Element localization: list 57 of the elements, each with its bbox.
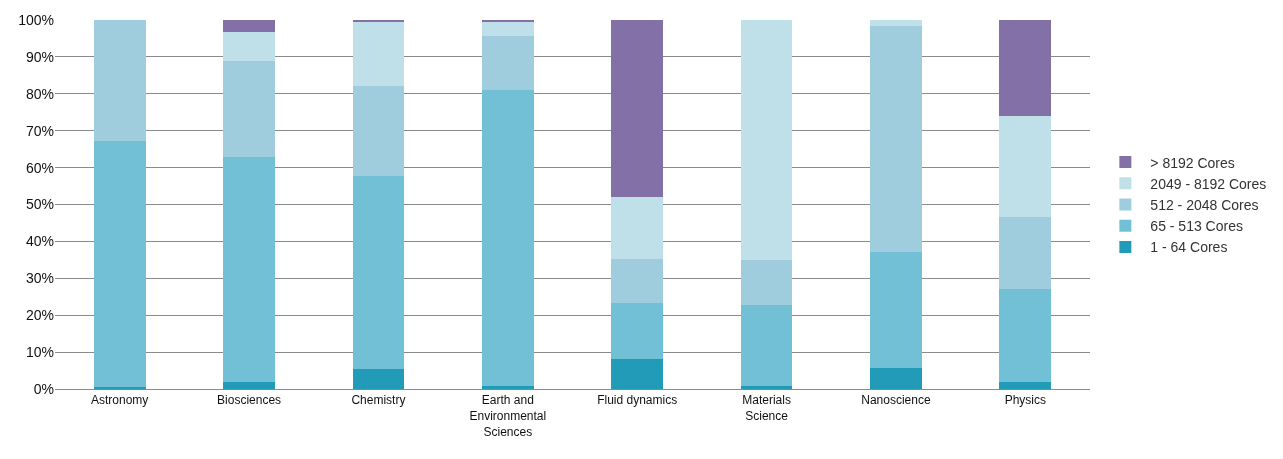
y-tick-label: 90% [25, 48, 54, 65]
bar [611, 20, 664, 198]
legend-label: 1 - 64 Cores [1150, 239, 1228, 256]
legend-label: > 8192 Cores [1150, 154, 1235, 171]
bar [352, 176, 405, 370]
x-tick-label: Fluid dynamics [597, 393, 678, 408]
y-tick-label: 70% [25, 122, 54, 139]
y-tick-label: 0% [33, 380, 54, 397]
bar [481, 89, 534, 387]
bar [999, 289, 1052, 383]
bar [223, 381, 275, 389]
bar [999, 382, 1052, 389]
bar [481, 21, 534, 36]
bar [223, 20, 275, 32]
y-tick-label: 10% [25, 344, 54, 360]
y-tick-label: 20% [25, 307, 54, 324]
x-tick-label: Nanoscience [861, 393, 931, 408]
x-tick-label: Chemistry [351, 393, 406, 408]
bar [870, 367, 922, 389]
bar [870, 252, 922, 368]
bar [611, 359, 664, 389]
y-tick-label: 60% [25, 159, 54, 176]
bar [999, 217, 1052, 289]
bar [93, 20, 146, 142]
bar [999, 115, 1052, 218]
legend-label: 2049 - 8192 Cores [1150, 175, 1267, 192]
bar [481, 35, 534, 90]
bar [611, 303, 664, 360]
bar [352, 21, 405, 86]
bar [740, 20, 793, 261]
bar [93, 141, 146, 388]
bar [481, 386, 534, 389]
bar [611, 259, 664, 304]
legend-label: 65 - 513 Cores [1150, 218, 1243, 235]
bar [223, 61, 275, 158]
bar [352, 85, 405, 177]
x-tick-label: Earth and Environmental Sciences [469, 393, 547, 439]
bar [999, 20, 1052, 116]
x-tick-label: Biosciences [217, 393, 282, 408]
bar [223, 31, 275, 62]
bar [740, 386, 793, 389]
bar [223, 157, 275, 382]
bar [870, 26, 922, 253]
bar [740, 260, 793, 305]
y-tick-label: 30% [25, 270, 54, 287]
y-tick-label: 50% [25, 196, 54, 213]
x-tick-label: Physics [1004, 393, 1046, 408]
bar [611, 197, 664, 260]
legend-label: 512 - 2048 Cores [1150, 196, 1259, 213]
bar [870, 20, 922, 27]
y-tick-label: 100% [18, 11, 54, 28]
bar [352, 369, 405, 389]
y-tick-label: 40% [25, 233, 54, 250]
y-tick-label: 80% [25, 85, 54, 102]
x-tick-label: Materials Science [742, 393, 791, 423]
x-tick-label: Astronomy [91, 393, 149, 408]
bar [740, 304, 793, 387]
